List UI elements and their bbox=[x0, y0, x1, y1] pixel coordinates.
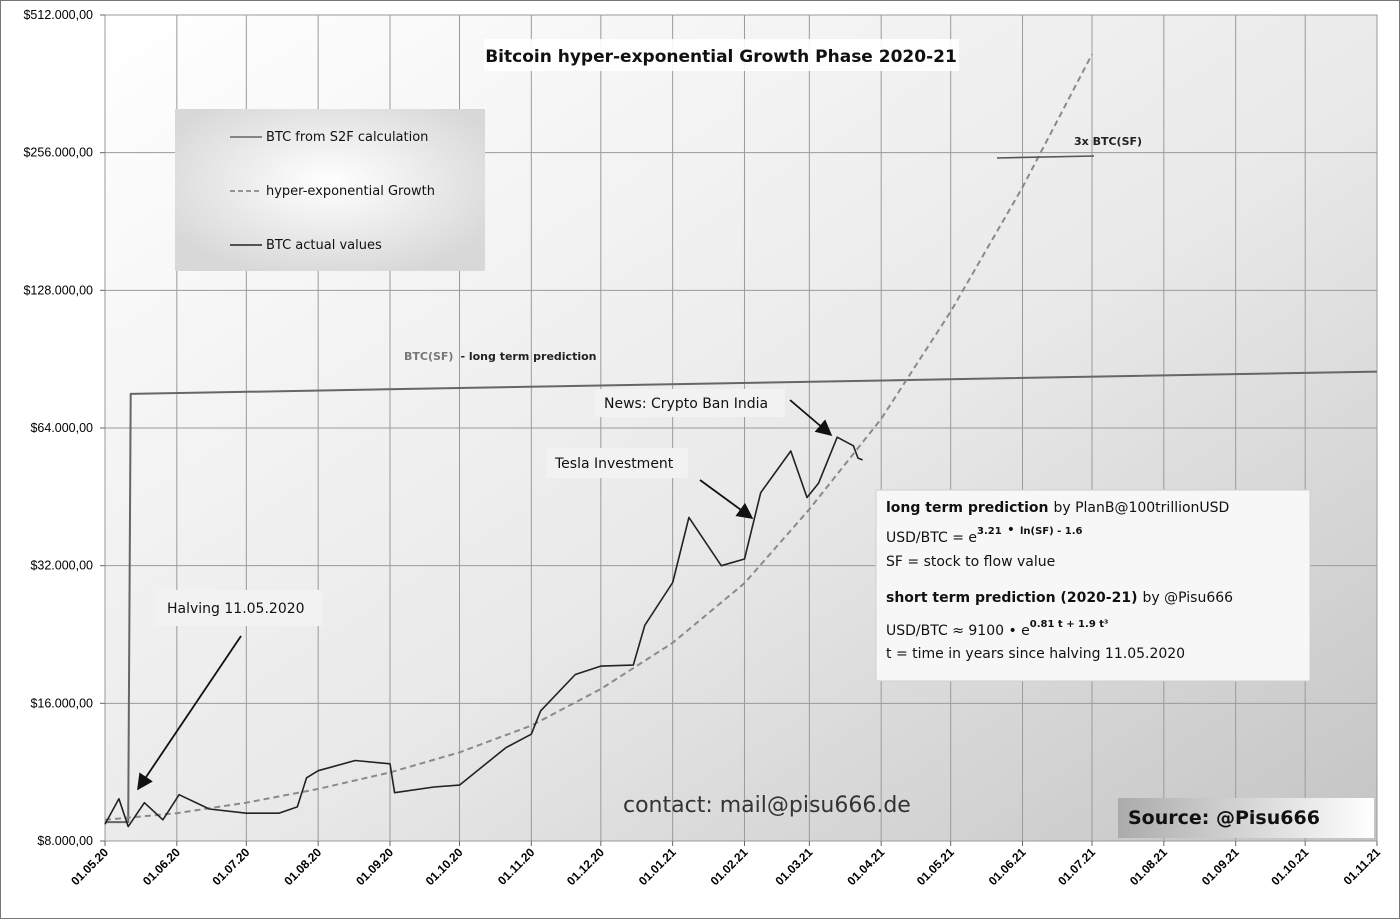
x-tick-label: 01.02.21 bbox=[708, 845, 751, 888]
tesla-arrow bbox=[699, 479, 754, 519]
x-tick-label: 01.11.20 bbox=[495, 845, 538, 888]
x-tick-label: 01.03.21 bbox=[773, 845, 816, 888]
x-tick-label: 01.10.20 bbox=[423, 845, 466, 888]
s2f-label-suffix: - long term prediction bbox=[460, 350, 596, 363]
chart-title: Bitcoin hyper-exponential Growth Phase 2… bbox=[485, 47, 957, 67]
source-text: Source: @Pisu666 bbox=[1128, 807, 1320, 829]
india-label-bg bbox=[595, 389, 785, 417]
x-tick-label: 01.11.21 bbox=[1341, 845, 1384, 888]
info-line-1: long term prediction by PlanB@100trillion… bbox=[886, 500, 1229, 516]
x-tick-label: 01.01.21 bbox=[636, 845, 679, 888]
info-line-2-prefix: USD/BTC = e bbox=[886, 530, 977, 546]
contact-text: contact: mail@pisu666.de bbox=[623, 793, 911, 818]
y-tick-label: $64.000,00 bbox=[30, 421, 93, 435]
tesla-annotation: Tesla Investment bbox=[554, 456, 674, 472]
info-line-2-sup1: 3.21 bbox=[977, 526, 1002, 537]
x-tick-label: 01.07.20 bbox=[210, 845, 253, 888]
three-x-marker-line bbox=[996, 155, 1095, 159]
y-tick-label: $256.000,00 bbox=[23, 146, 93, 160]
s2f-line bbox=[105, 370, 1378, 824]
title-bg bbox=[484, 39, 959, 71]
info-line-1-bold: long term prediction bbox=[886, 500, 1048, 516]
source-box bbox=[1118, 798, 1374, 838]
x-tick-label: 01.12.20 bbox=[564, 845, 607, 888]
india-annotation: News: Crypto Ban India bbox=[604, 396, 768, 412]
hyper-growth-line bbox=[104, 53, 1093, 821]
halving-annotation: Halving 11.05.2020 bbox=[167, 601, 305, 617]
y-axis-ticks: $8.000,00 $16.000,00 $32.000,00 $64.000,00 $… bbox=[23, 8, 105, 848]
s2f-label: BTC(SF) - long term prediction bbox=[404, 350, 597, 363]
x-axis-ticks: 01.05.20 01.06.20 01.07.20 01.08.20 01.09.20… bbox=[68, 841, 1383, 888]
x-tick-label: 01.06.20 bbox=[140, 845, 183, 888]
india-arrow bbox=[789, 399, 833, 437]
legend-label-s2f: BTC from S2F calculation bbox=[266, 130, 428, 145]
info-line-6: t = time in years since halving 11.05.20… bbox=[886, 646, 1185, 662]
x-tick-label: 01.09.20 bbox=[353, 845, 396, 888]
x-tick-label: 01.04.21 bbox=[844, 845, 887, 888]
legend-label-hyper: hyper-exponential Growth bbox=[266, 184, 435, 199]
info-line-5-sup: 0.81 t + 1.9 t³ bbox=[1030, 619, 1109, 630]
three-x-label: 3x BTC(SF) bbox=[1074, 135, 1142, 148]
info-line-2-sup2: ln(SF) - 1.6 bbox=[1020, 526, 1083, 537]
legend-box bbox=[175, 109, 485, 271]
x-tick-label: 01.08.21 bbox=[1127, 845, 1170, 888]
x-tick-label: 01.07.21 bbox=[1055, 845, 1098, 888]
info-line-4-bold: short term prediction (2020-21) bbox=[886, 590, 1138, 606]
prediction-info-box bbox=[875, 489, 1311, 682]
y-tick-label: $32.000,00 bbox=[30, 559, 93, 573]
s2f-label-name: BTC(SF) bbox=[404, 350, 453, 363]
info-line-1-rest: by PlanB@100trillionUSD bbox=[1053, 500, 1229, 516]
info-line-4-rest: by @Pisu666 bbox=[1143, 590, 1234, 606]
info-line-2: USD/BTC = e3.21 • ln(SF) - 1.6 bbox=[886, 522, 1083, 546]
info-line-5: USD/BTC ≈ 9100 • e0.81 t + 1.9 t³ bbox=[886, 619, 1108, 639]
x-tick-label: 01.05.20 bbox=[68, 845, 111, 888]
series-group bbox=[104, 53, 1378, 828]
x-tick-label: 01.05.21 bbox=[914, 845, 957, 888]
x-tick-label: 01.10.21 bbox=[1268, 845, 1311, 888]
y-tick-label: $16.000,00 bbox=[30, 696, 93, 710]
x-tick-label: 01.06.21 bbox=[986, 845, 1029, 888]
info-line-3: SF = stock to flow value bbox=[886, 554, 1055, 570]
y-tick-label: $128.000,00 bbox=[23, 283, 93, 297]
x-tick-label: 01.09.21 bbox=[1199, 845, 1242, 888]
y-tick-label: $512.000,00 bbox=[23, 8, 93, 22]
y-tick-label: $8.000,00 bbox=[37, 834, 93, 848]
x-tick-label: 01.08.20 bbox=[281, 845, 324, 888]
tesla-label-bg bbox=[546, 448, 688, 478]
info-line-5-prefix: USD/BTC ≈ 9100 • e bbox=[886, 623, 1030, 639]
info-line-4: short term prediction (2020-21) by @Pisu6… bbox=[886, 590, 1233, 606]
halving-arrow bbox=[137, 635, 242, 791]
halving-label-bg bbox=[157, 590, 322, 626]
info-line-2-dot: • bbox=[1007, 522, 1015, 538]
btc-actual-line bbox=[104, 436, 863, 828]
legend-label-actual: BTC actual values bbox=[266, 238, 382, 253]
